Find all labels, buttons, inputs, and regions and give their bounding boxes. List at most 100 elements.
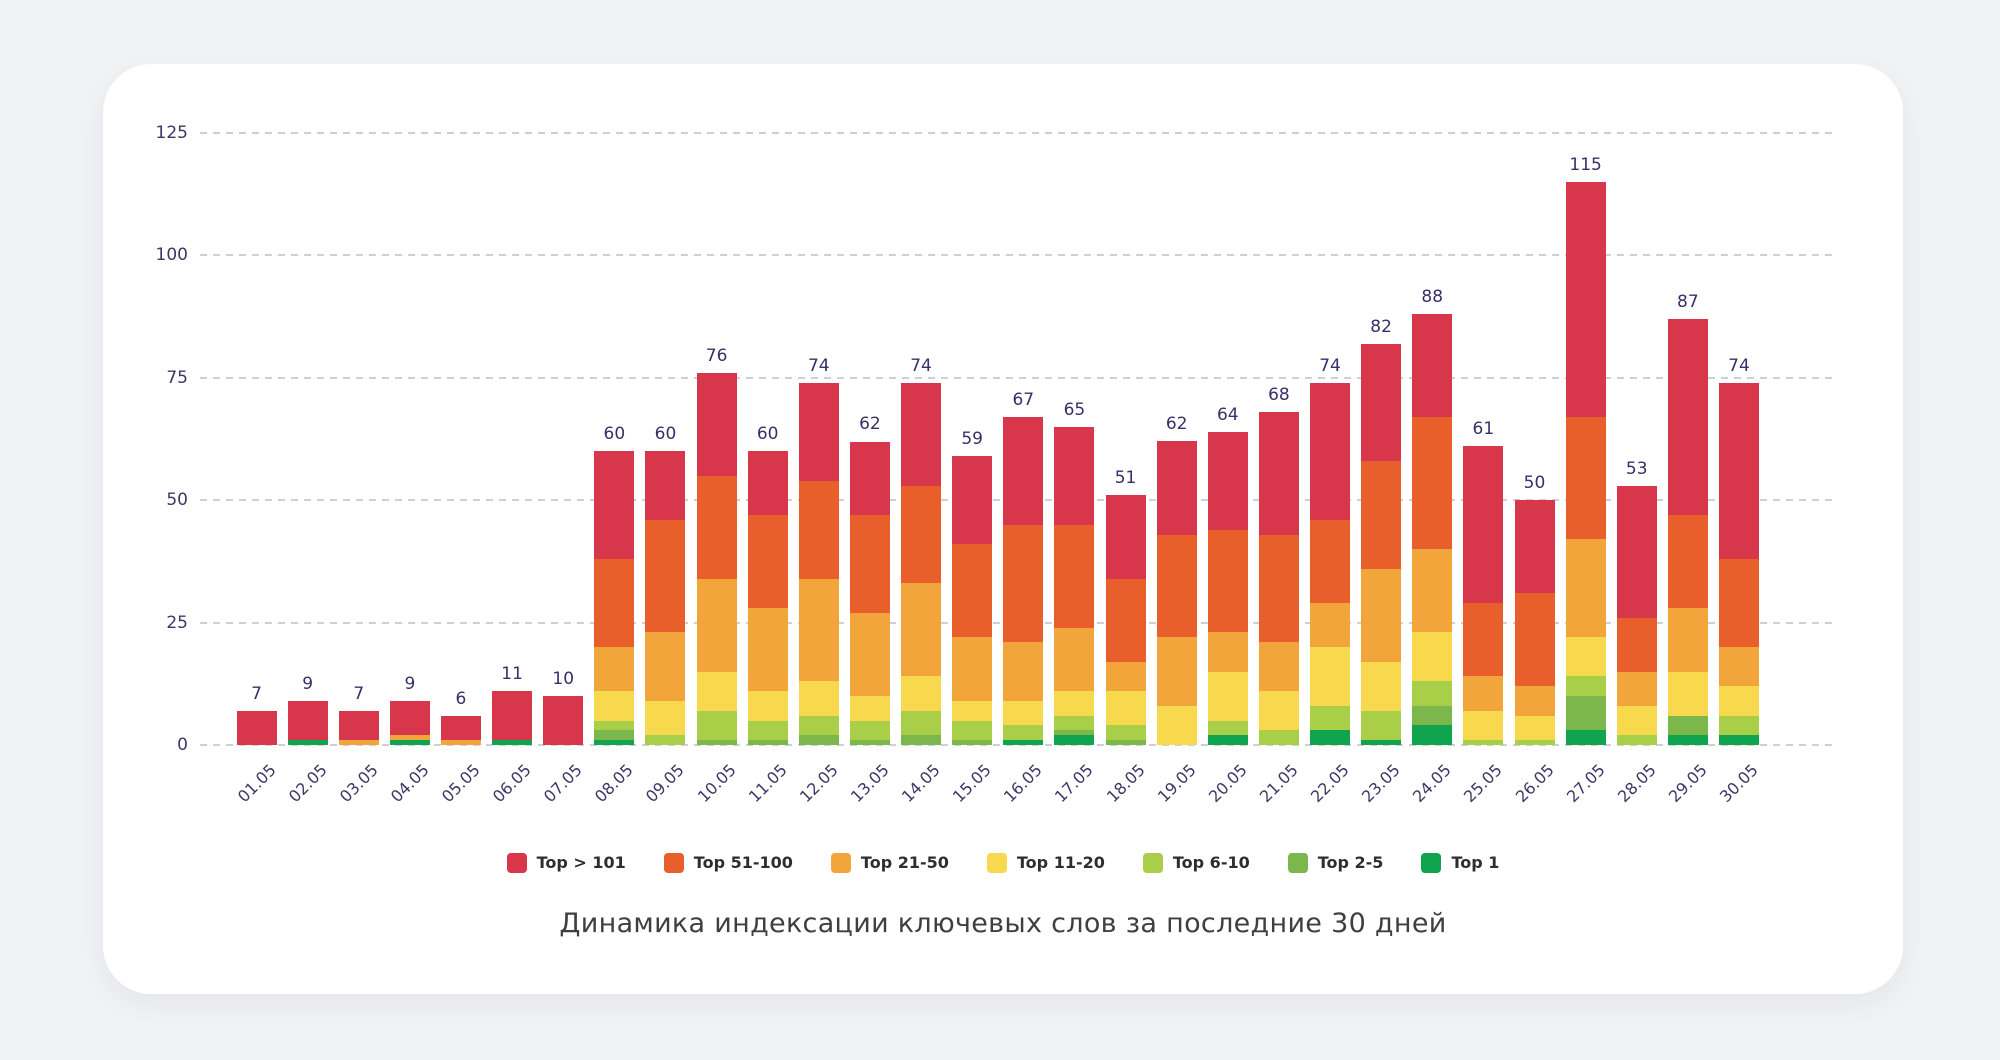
bar-12.05[interactable] <box>798 382 839 745</box>
bar-segment-top-11-20 <box>1463 710 1504 741</box>
legend-item-top-2-5[interactable]: Top 2-5 <box>1287 853 1383 873</box>
legend-item-top-1[interactable]: Top 1 <box>1421 853 1499 873</box>
bar-27.05[interactable] <box>1565 182 1606 745</box>
bar-28.05[interactable] <box>1616 485 1657 745</box>
bar-total-label: 10 <box>552 669 575 690</box>
bar-segment-top-21-50 <box>798 578 839 682</box>
bar-segment-top-21-50 <box>1310 603 1351 648</box>
bar-segment-top-1 <box>594 740 635 745</box>
bar-09.05[interactable] <box>645 451 686 745</box>
bar-21.05[interactable] <box>1258 412 1299 745</box>
bar-01.05[interactable] <box>236 710 277 745</box>
bar-segment-top-11-20 <box>1054 691 1095 716</box>
legend-swatch-icon <box>830 853 851 873</box>
bar-25.05[interactable] <box>1463 446 1504 745</box>
bar-03.05[interactable] <box>338 710 379 745</box>
bar-06.05[interactable] <box>492 691 533 745</box>
x-axis-tick-label: 21.05 <box>1255 760 1302 807</box>
bar-segment-top-21-50 <box>1361 568 1402 662</box>
bar-18.05[interactable] <box>1105 495 1146 745</box>
legend-item-top-6-10[interactable]: Top 6-10 <box>1142 853 1250 873</box>
legend-item-top->-101[interactable]: Top > 101 <box>506 853 626 873</box>
legend-item-label: Top 11-20 <box>1016 853 1105 872</box>
x-axis-tick-label: 13.05 <box>846 760 893 807</box>
bar-segment-top-2-5 <box>849 740 890 745</box>
bar-segment-top-6-10 <box>696 710 737 741</box>
bar-segment-top-11-20 <box>1310 647 1351 706</box>
bar-segment-top-1 <box>1361 740 1402 745</box>
bar-15.05[interactable] <box>952 456 993 745</box>
bar-16.05[interactable] <box>1003 417 1044 745</box>
bar-segment-top-11-20 <box>747 691 788 721</box>
bar-segment-top-6-10 <box>645 735 686 745</box>
chart-title: Динамика индексации ключевых слов за пос… <box>559 908 1447 939</box>
gridline-125 <box>200 132 1838 134</box>
x-axis-tick-label: 28.05 <box>1613 760 1660 807</box>
legend-item-label: Top 21-50 <box>860 853 949 872</box>
legend-item-top-11-20[interactable]: Top 11-20 <box>986 853 1105 873</box>
bar-total-label: 115 <box>1569 154 1602 175</box>
bar-19.05[interactable] <box>1156 441 1197 745</box>
bar-segment-top-6-10 <box>1207 720 1248 736</box>
bar-20.05[interactable] <box>1207 431 1248 745</box>
bar-segment-top-51-100 <box>952 544 993 638</box>
bar-segment-top->-101 <box>1310 382 1351 520</box>
y-axis-tick-label: 50 <box>166 490 188 511</box>
bar-segment-top-6-10 <box>1361 710 1402 741</box>
bar-11.05[interactable] <box>747 451 788 745</box>
bar-segment-top-11-20 <box>901 676 942 711</box>
x-axis-tick-label: 15.05 <box>949 760 995 807</box>
bar-segment-top->-101 <box>236 710 277 745</box>
bar-04.05[interactable] <box>389 700 430 745</box>
bar-segment-top-21-50 <box>1258 642 1299 692</box>
bar-07.05[interactable] <box>543 696 584 745</box>
bar-segment-top-51-100 <box>1718 558 1759 648</box>
bar-13.05[interactable] <box>849 441 890 745</box>
bar-segment-top->-101 <box>1412 314 1453 418</box>
legend-item-top-51-100[interactable]: Top 51-100 <box>663 853 793 873</box>
bar-10.05[interactable] <box>696 372 737 745</box>
bar-segment-top-6-10 <box>849 720 890 741</box>
bar-segment-top-1 <box>1054 735 1095 745</box>
legend-swatch-icon <box>663 853 684 873</box>
bar-segment-top-1 <box>1003 740 1044 745</box>
bar-segment-top->-101 <box>1156 441 1197 535</box>
legend-item-top-21-50[interactable]: Top 21-50 <box>830 853 949 873</box>
bar-17.05[interactable] <box>1054 426 1095 745</box>
bar-05.05[interactable] <box>440 715 481 745</box>
chart-card: 0 25 50 75 100 125 7 01.05 9 02.05 7 03.05 9 04.05 6 05… <box>103 64 1903 994</box>
bar-segment-top-21-50 <box>1003 642 1044 701</box>
bar-22.05[interactable] <box>1310 382 1351 745</box>
bar-segment-top-51-100 <box>1565 417 1606 540</box>
bar-08.05[interactable] <box>594 451 635 745</box>
bar-segment-top-2-5 <box>1412 705 1453 726</box>
bar-total-label: 50 <box>1523 473 1546 494</box>
x-axis-tick-label: 17.05 <box>1051 760 1098 807</box>
bar-segment-top-1 <box>287 740 328 745</box>
bar-total-label: 11 <box>501 664 523 685</box>
bar-segment-top-21-50 <box>952 637 993 701</box>
x-axis-tick-label: 02.05 <box>284 760 331 807</box>
bar-segment-top->-101 <box>1463 446 1504 604</box>
bar-total-label: 9 <box>302 673 314 694</box>
bar-segment-top->-101 <box>849 441 890 515</box>
bar-29.05[interactable] <box>1667 319 1708 745</box>
bar-30.05[interactable] <box>1718 382 1759 745</box>
bar-segment-top-2-5 <box>696 740 737 745</box>
bar-23.05[interactable] <box>1361 343 1402 745</box>
bar-24.05[interactable] <box>1412 314 1453 745</box>
bar-14.05[interactable] <box>901 382 942 745</box>
bar-total-label: 76 <box>705 345 728 366</box>
bar-segment-top-2-5 <box>798 735 839 745</box>
legend-item-label: Top 51-100 <box>693 853 793 872</box>
bar-segment-top->-101 <box>1616 485 1657 618</box>
bar-segment-top-11-20 <box>1207 671 1248 721</box>
bar-segment-top-21-50 <box>1718 647 1759 687</box>
bar-26.05[interactable] <box>1514 500 1555 745</box>
x-axis-tick-label: 29.05 <box>1664 760 1711 807</box>
bar-total-label: 60 <box>654 424 677 445</box>
bar-02.05[interactable] <box>287 700 328 745</box>
bar-total-label: 9 <box>404 673 416 694</box>
bar-segment-top-11-20 <box>1361 661 1402 711</box>
